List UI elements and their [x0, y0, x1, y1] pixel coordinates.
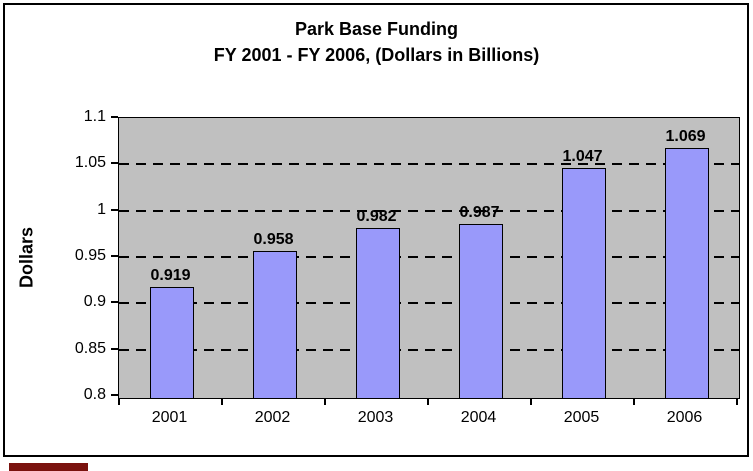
chart-title: Park Base Funding FY 2001 - FY 2006, (Do…: [0, 16, 753, 68]
x-tick: [118, 398, 120, 405]
y-tick-label: 0.85: [74, 339, 106, 357]
chart-title-line1: Park Base Funding: [294, 19, 459, 39]
x-tick: [736, 398, 738, 405]
y-tick-label: 1: [97, 200, 106, 218]
x-tick: [324, 398, 326, 405]
chart-title-line2: FY 2001 - FY 2006, (Dollars in Billions): [213, 45, 540, 65]
y-tick-label: 0.95: [74, 247, 106, 264]
y-tick: [111, 394, 118, 396]
y-tick-label: 1.05: [74, 154, 106, 172]
bar-value-label: 1.069: [665, 127, 706, 145]
gridline: [119, 163, 739, 166]
gridline: [119, 209, 739, 212]
y-tick: [111, 208, 118, 211]
bar-value-label: 0.958: [253, 230, 294, 248]
bar-2004: [458, 223, 503, 398]
gridline: [119, 302, 739, 305]
y-tick-label: 0.8: [83, 386, 106, 403]
x-category-label: 2002: [254, 409, 291, 426]
x-category-label: 2006: [666, 409, 703, 426]
y-tick: [111, 255, 118, 257]
gridline: [119, 256, 739, 258]
plot-area: 0.919 0.958 0.982 0.987 1.047 1.069: [118, 117, 740, 399]
bar-value-label: 0.982: [356, 208, 397, 226]
x-tick: [530, 398, 532, 405]
x-tick: [221, 398, 223, 405]
bar-2006: [664, 147, 709, 398]
bar-2005: [561, 168, 606, 398]
bar-2002: [252, 250, 297, 398]
bar-2003: [355, 228, 400, 398]
y-tick: [111, 162, 118, 165]
y-tick-label: 1.1: [83, 108, 106, 125]
x-tick: [427, 398, 429, 405]
x-category-label: 2005: [563, 409, 600, 426]
gridline: [119, 348, 739, 351]
bar-value-label: 1.047: [562, 148, 603, 166]
y-tick: [111, 347, 118, 350]
x-category-label: 2003: [357, 409, 394, 426]
bar-value-label: 0.987: [459, 203, 500, 221]
x-category-label: 2001: [151, 409, 188, 426]
x-tick: [633, 398, 635, 405]
y-tick-label: 0.9: [83, 293, 106, 311]
bar-value-label: 0.919: [150, 266, 191, 284]
cropped-element-fragment: [9, 463, 88, 471]
y-tick: [111, 301, 118, 304]
y-tick: [111, 116, 118, 118]
x-category-label: 2004: [460, 409, 497, 426]
bar-2001: [149, 286, 194, 398]
